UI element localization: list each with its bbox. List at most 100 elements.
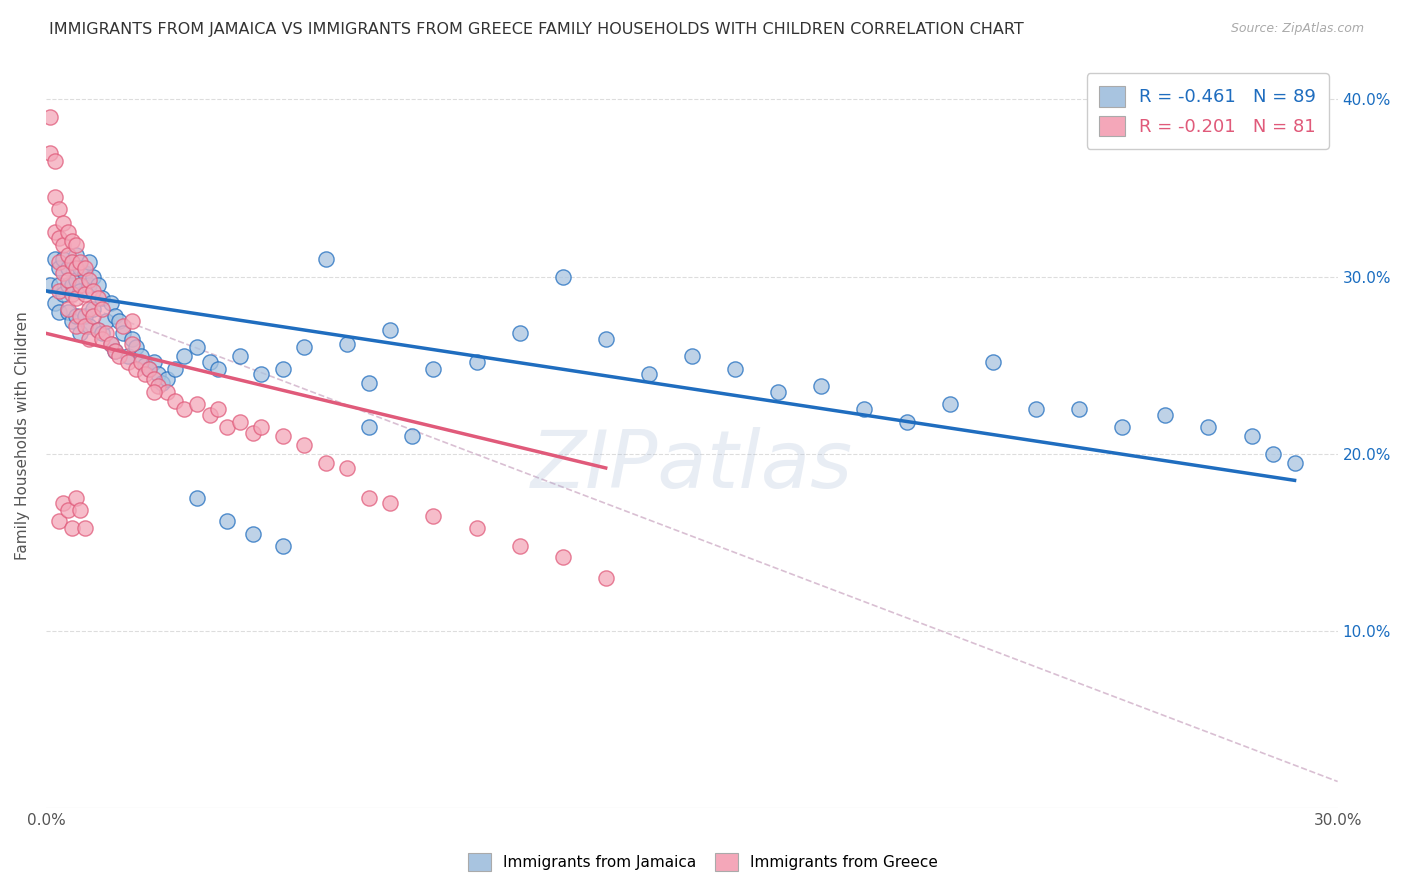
Point (465, 354, 488, 368)
Point (73, 287, 96, 301)
Point (1198, 420, 1220, 434)
Point (186, 341, 208, 355)
Point (551, 269, 574, 284)
Point (48, 202, 70, 217)
Point (129, 354, 152, 368)
Point (44, 154, 66, 169)
Point (271, 539, 294, 553)
Point (91, 301, 114, 316)
Point (48, 514, 70, 528)
Point (357, 376, 380, 390)
Point (146, 367, 169, 381)
Point (724, 361, 747, 376)
Point (91, 291, 114, 305)
Legend: Immigrants from Jamaica, Immigrants from Greece: Immigrants from Jamaica, Immigrants from… (458, 844, 948, 880)
Point (56, 301, 79, 316)
Point (39, 110, 62, 124)
Point (69, 326, 91, 341)
Point (207, 361, 229, 376)
Point (60, 521, 83, 535)
Point (357, 420, 380, 434)
Point (91, 332, 114, 346)
Point (121, 314, 143, 328)
Point (422, 361, 444, 376)
Point (77, 273, 100, 287)
Point (121, 337, 143, 351)
Point (186, 397, 208, 411)
Point (65, 237, 87, 252)
Point (44, 296, 66, 310)
Point (44, 190, 66, 204)
Point (73, 309, 96, 323)
Point (146, 379, 169, 393)
Point (48, 284, 70, 298)
Point (65, 319, 87, 334)
Point (82, 269, 104, 284)
Point (60, 234, 83, 248)
Text: Source: ZipAtlas.com: Source: ZipAtlas.com (1230, 22, 1364, 36)
Point (69, 278, 91, 293)
Point (82, 284, 104, 298)
Point (69, 260, 91, 275)
Point (155, 372, 177, 386)
Point (215, 514, 238, 528)
Point (100, 296, 122, 310)
Point (173, 402, 195, 417)
Point (1025, 402, 1047, 417)
Point (52, 287, 75, 301)
Point (104, 344, 127, 359)
Point (48, 278, 70, 293)
Y-axis label: Family Households with Children: Family Households with Children (15, 311, 30, 560)
Point (207, 402, 229, 417)
Point (125, 341, 148, 355)
Point (134, 358, 156, 372)
Point (242, 425, 264, 440)
Point (65, 491, 87, 505)
Point (155, 384, 177, 399)
Point (73, 521, 96, 535)
Point (138, 361, 160, 376)
Point (165, 393, 187, 408)
Point (380, 496, 402, 510)
Point (56, 273, 79, 287)
Point (198, 354, 221, 368)
Point (551, 549, 574, 564)
Point (56, 305, 79, 319)
Point (271, 361, 294, 376)
Point (48, 260, 70, 275)
Point (509, 539, 531, 553)
Point (242, 526, 264, 541)
Point (186, 491, 208, 505)
Point (60, 255, 83, 269)
Point (357, 491, 380, 505)
Point (681, 349, 703, 363)
Point (380, 323, 402, 337)
Point (86, 278, 108, 293)
Point (117, 349, 139, 363)
Point (134, 367, 156, 381)
Point (853, 402, 876, 417)
Point (142, 372, 165, 386)
Point (39, 145, 62, 160)
Point (52, 237, 75, 252)
Point (69, 309, 91, 323)
Point (100, 337, 122, 351)
Point (1240, 429, 1263, 443)
Point (138, 361, 160, 376)
Point (271, 429, 294, 443)
Point (56, 260, 79, 275)
Point (336, 337, 359, 351)
Point (44, 225, 66, 239)
Point (73, 319, 96, 334)
Point (173, 349, 195, 363)
Point (292, 438, 315, 452)
Point (69, 255, 91, 269)
Point (56, 248, 79, 262)
Point (315, 252, 337, 266)
Point (422, 508, 444, 523)
Point (142, 354, 165, 368)
Point (77, 278, 100, 293)
Point (1261, 447, 1284, 461)
Point (637, 367, 659, 381)
Point (48, 255, 70, 269)
